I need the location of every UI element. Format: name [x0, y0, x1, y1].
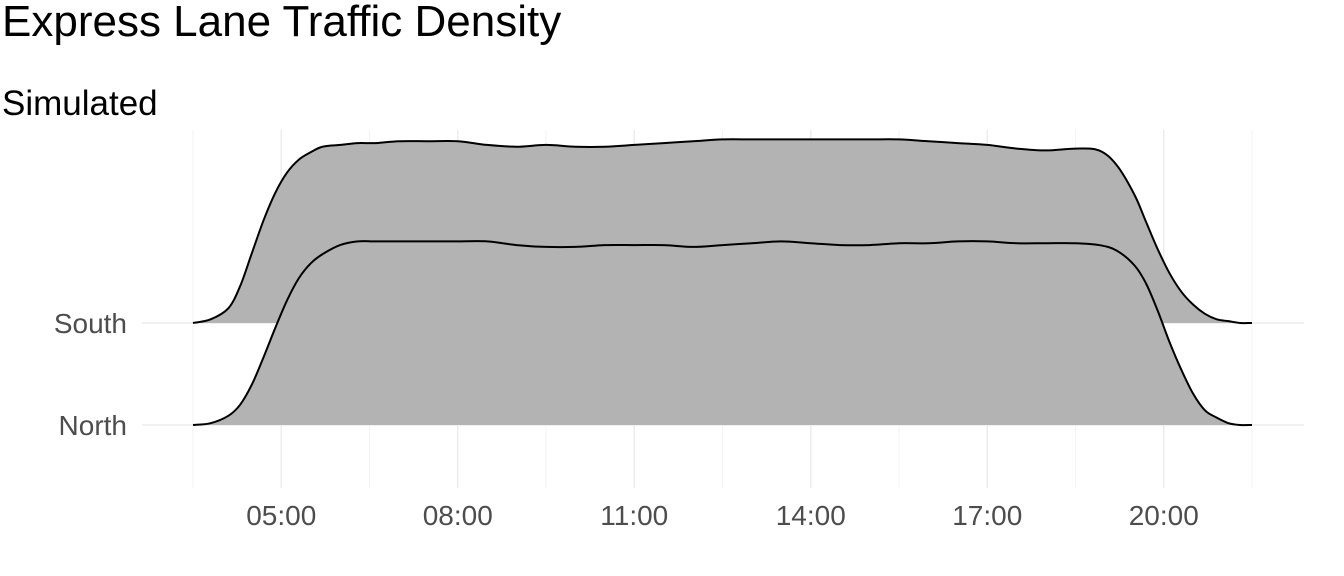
- ridge-line-north: [192, 240, 1253, 427]
- x-tick-label-0: 05:00: [246, 500, 316, 531]
- x-tick-label-1: 08:00: [423, 500, 493, 531]
- x-tick-label-4: 17:00: [952, 500, 1022, 531]
- x-tick-label-5: 20:00: [1129, 500, 1199, 531]
- y-axis: North South: [54, 308, 127, 441]
- x-axis: 05:00 08:00 11:00 14:00 17:00 20:00: [246, 500, 1199, 531]
- ridges: [192, 138, 1253, 427]
- x-tick-label-2: 11:00: [600, 500, 668, 531]
- y-tick-label-north: North: [59, 410, 127, 441]
- ridge-line-south: [192, 138, 1253, 325]
- chart-title: Express Lane Traffic Density: [2, 0, 561, 46]
- x-tick-label-3: 14:00: [776, 500, 846, 531]
- ridge-area-north: [193, 241, 1252, 426]
- chart-subtitle: Simulated: [2, 84, 158, 123]
- y-tick-label-south: South: [54, 308, 127, 339]
